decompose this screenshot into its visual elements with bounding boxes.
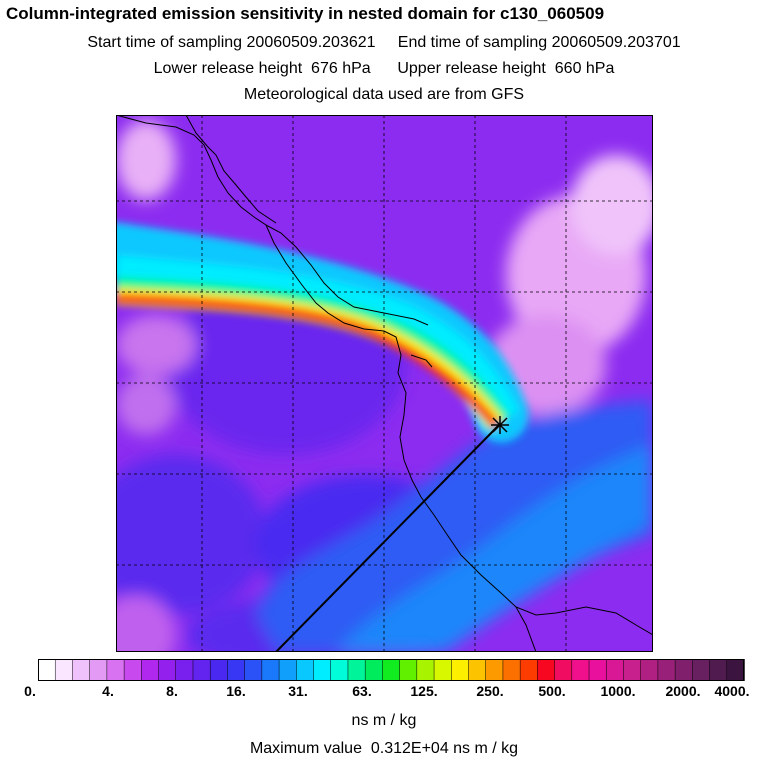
colorbar-frame [38, 659, 744, 681]
sampling-time-line: Start time of sampling 20060509.203621 E… [87, 34, 681, 51]
colorbar-cell [433, 659, 453, 681]
colorbar-cell [416, 659, 435, 681]
colorbar-tick-label: 4. [102, 683, 114, 699]
coastlines [116, 115, 653, 652]
colorbar-cell [657, 659, 676, 681]
colorbar-cell [347, 659, 366, 681]
colorbar-tick-label: 2000. [665, 683, 701, 699]
colorbar-cell [571, 659, 590, 681]
colorbar-tick-label: 250. [476, 683, 504, 699]
colorbar-cell [554, 659, 573, 681]
colorbar-cell [175, 659, 194, 681]
colorbar-cell [158, 659, 177, 681]
colorbar-cell [89, 659, 108, 681]
receptor-star-marker [491, 416, 509, 434]
colorbar-cell [364, 659, 384, 681]
colorbar-cell [674, 659, 694, 681]
colorbar-cell [261, 659, 280, 681]
colorbar-tick-label: 63. [352, 683, 372, 699]
release-height-line: Lower release height 676 hPa Upper relea… [153, 60, 615, 77]
colorbar-cell [623, 659, 642, 681]
colorbar-tick-label: 1000. [600, 683, 636, 699]
met-data-line: Meteorological data used are from GFS [243, 86, 525, 103]
colorbar-cell [605, 659, 625, 681]
colorbar-tick-label: 500. [538, 683, 566, 699]
colorbar-cells [38, 659, 745, 681]
colorbar-cell [709, 659, 728, 681]
colorbar-tick-label: 4000. [714, 683, 750, 699]
maximum-value-label: Maximum value 0.312E+04 ns m / kg [249, 740, 519, 757]
colorbar-cell [485, 659, 504, 681]
colorbar-cell [209, 659, 229, 681]
emission-plume [116, 222, 529, 443]
colorbar-cell [106, 659, 125, 681]
colorbar-tick-label: 0. [24, 683, 36, 699]
colorbar-cell [72, 659, 91, 681]
colorbar-cell [38, 659, 56, 681]
colorbar-cell [726, 659, 745, 681]
colorbar-cell [692, 659, 711, 681]
colorbar-cell [141, 659, 160, 681]
colorbar-cell [227, 659, 246, 681]
colorbar-cell [330, 659, 349, 681]
sensitivity-map [116, 115, 653, 652]
colorbar-cell [244, 659, 263, 681]
colorbar-tick-label: 125. [410, 683, 438, 699]
colorbar-cell [468, 659, 487, 681]
colorbar [38, 659, 745, 681]
colorbar-cell [640, 659, 659, 681]
colorbar-cell [382, 659, 401, 681]
colorbar-cell [451, 659, 470, 681]
colorbar-cell [278, 659, 298, 681]
colorbar-cell [296, 659, 315, 681]
colorbar-tick-label: 31. [288, 683, 308, 699]
colorbar-tick-label: 8. [166, 683, 178, 699]
plot-title: Column-integrated emission sensitivity i… [6, 4, 605, 23]
colorbar-cell [588, 659, 607, 681]
map-frame [116, 115, 653, 652]
colorbar-cell [537, 659, 556, 681]
colorbar-cell [502, 659, 521, 681]
colorbar-tick-label: 16. [226, 683, 246, 699]
colorbar-cell [313, 659, 332, 681]
colorbar-cell [399, 659, 418, 681]
colorbar-unit-label: ns m / kg [351, 712, 417, 729]
colorbar-cell [519, 659, 539, 681]
colorbar-cell [123, 659, 143, 681]
flight-track-line [275, 424, 500, 652]
colorbar-cell [54, 659, 74, 681]
colorbar-cell [192, 659, 211, 681]
